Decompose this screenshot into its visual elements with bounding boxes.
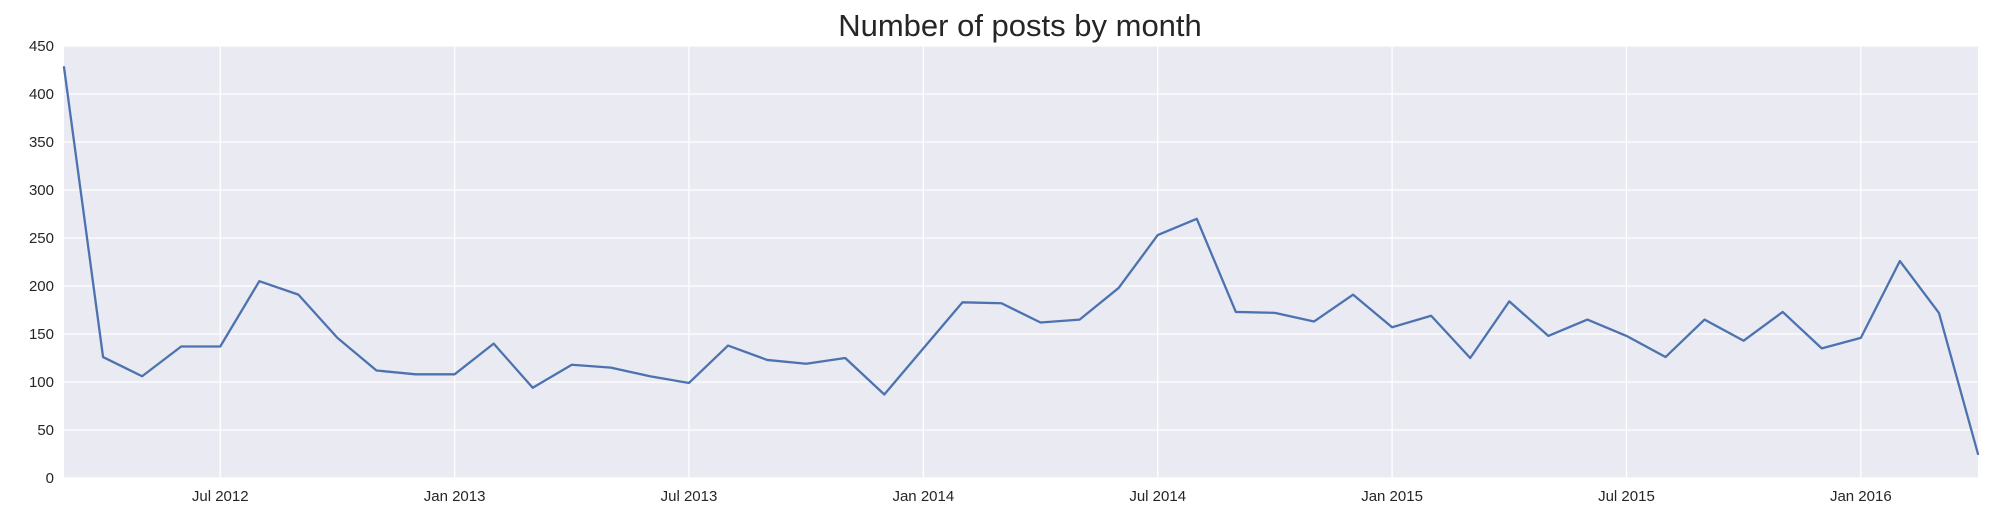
x-tick-label: Jan 2013 [424, 488, 486, 505]
y-tick-label: 0 [46, 470, 54, 487]
x-axis-tick-labels: Jul 2012 Jan 2013 Jul 2013 Jan 2014 Jul 2014… [192, 488, 1892, 505]
y-tick-label: 250 [29, 230, 54, 247]
y-tick-label: 300 [29, 182, 54, 199]
y-tick-label: 400 [29, 86, 54, 103]
grid-lines [64, 45, 1978, 479]
y-tick-label: 450 [29, 38, 54, 55]
y-tick-label: 350 [29, 134, 54, 151]
y-tick-label: 200 [29, 278, 54, 295]
y-tick-label: 50 [37, 422, 54, 439]
y-tick-label: 100 [29, 374, 54, 391]
x-tick-label: Jul 2013 [661, 488, 718, 505]
series-group [62, 65, 1980, 456]
y-tick-label: 150 [29, 326, 54, 343]
y-axis-tick-labels: 0 50 100 150 200 250 300 350 400 450 [29, 38, 54, 487]
x-tick-label: Jul 2012 [192, 488, 249, 505]
x-tick-label: Jul 2015 [1598, 488, 1655, 505]
plot-area [64, 46, 1978, 478]
x-tick-label: Jan 2015 [1361, 488, 1423, 505]
chart-title: Number of posts by month [838, 8, 1202, 43]
x-tick-label: Jan 2016 [1830, 488, 1892, 505]
x-tick-label: Jan 2014 [892, 488, 954, 505]
series-line [62, 65, 1980, 456]
x-tick-label: Jul 2014 [1129, 488, 1186, 505]
